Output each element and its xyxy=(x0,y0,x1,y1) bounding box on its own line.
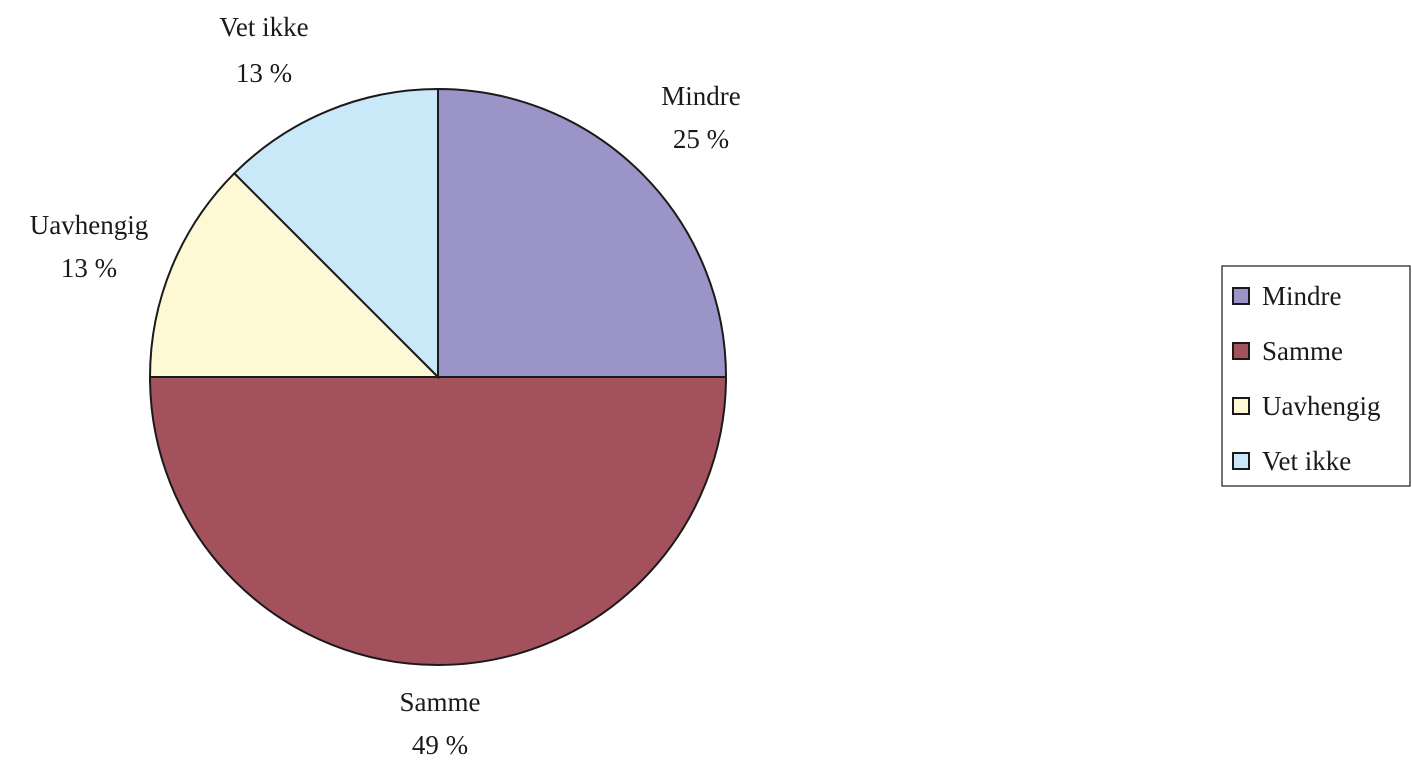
slice-label-vet-ikke: Vet ikke xyxy=(219,12,308,42)
slice-value-samme: 49 % xyxy=(412,730,468,760)
legend: Mindre Samme Uavhengig Vet ikke xyxy=(1221,265,1411,487)
pie-labels: Mindre 25 % Samme 49 % Uavhengig 13 % Vet ikke… xyxy=(30,12,741,760)
legend-label-vet-ikke: Vet ikke xyxy=(1262,446,1351,476)
slice-value-uavhengig: 13 % xyxy=(61,253,117,283)
pie-slices xyxy=(148,87,728,666)
pie-slice-mindre xyxy=(437,87,728,378)
legend-label-uavhengig: Uavhengig xyxy=(1262,391,1380,421)
legend-swatch-samme xyxy=(1232,342,1250,360)
pie-slice-uavhengig xyxy=(148,171,441,378)
pie-slice-vet-ikke xyxy=(232,87,439,380)
legend-swatch-mindre xyxy=(1232,287,1250,305)
legend-label-mindre: Mindre xyxy=(1262,281,1342,311)
slice-label-uavhengig: Uavhengig xyxy=(30,210,148,240)
legend-label-samme: Samme xyxy=(1262,336,1343,366)
slice-label-mindre: Mindre xyxy=(661,81,741,111)
legend-box xyxy=(1221,265,1411,487)
pie-slice-samme xyxy=(148,376,728,666)
legend-swatch-uavhengig xyxy=(1232,397,1250,415)
legend-swatch-vet-ikke xyxy=(1232,452,1250,470)
slice-label-samme: Samme xyxy=(400,687,481,717)
slice-value-vet-ikke: 13 % xyxy=(236,58,292,88)
slice-value-mindre: 25 % xyxy=(673,124,729,154)
